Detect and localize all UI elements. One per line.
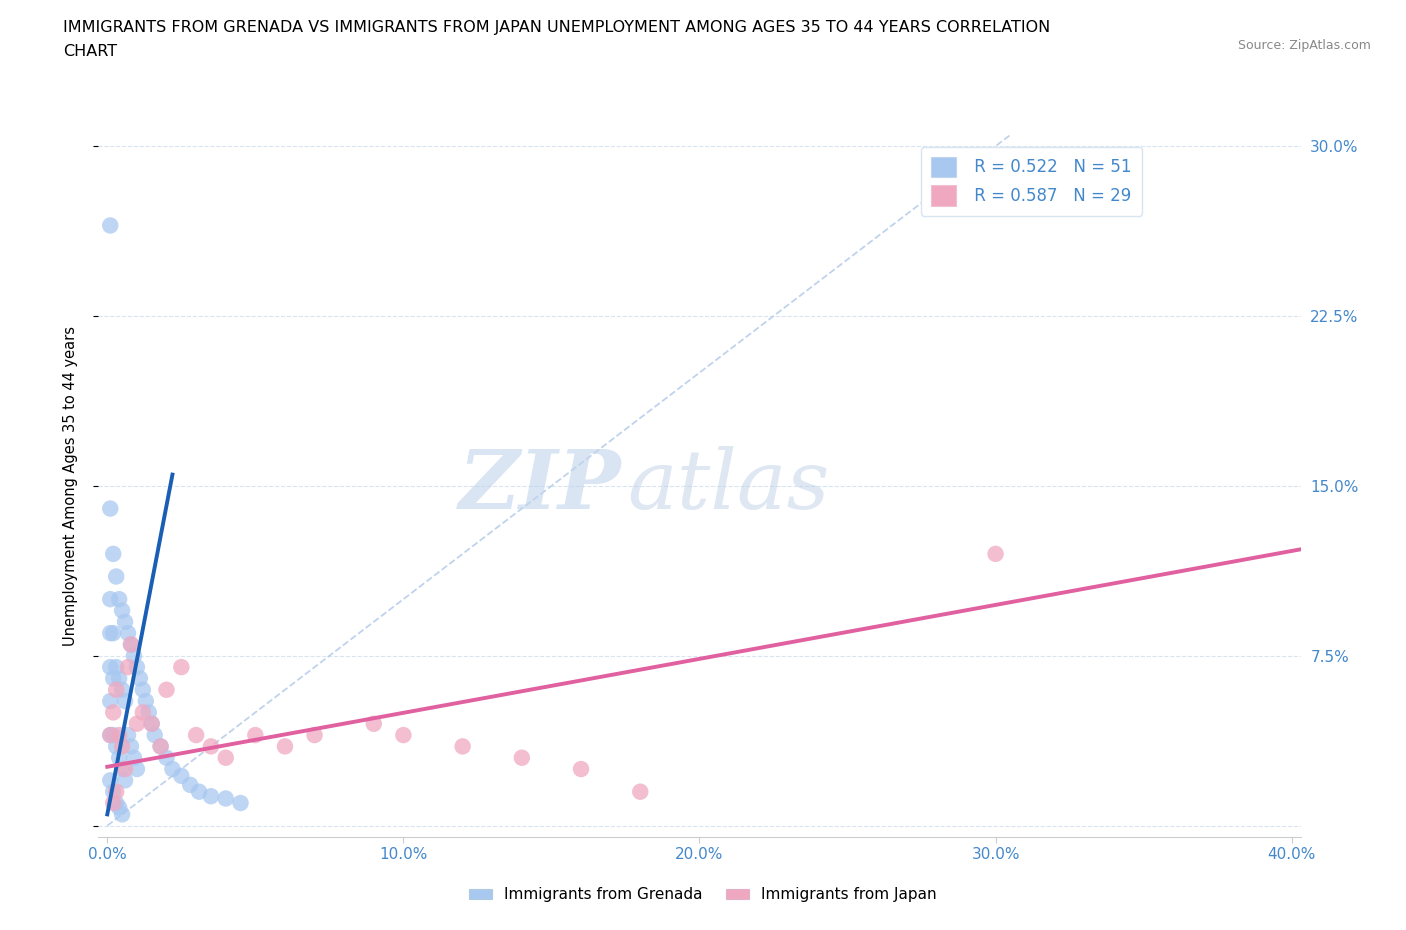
Point (628, 784, 651, 799)
Point (98, 659, 121, 674)
Point (117, 659, 139, 674)
Point (138, 705, 160, 720)
Point (98, 694, 121, 709)
Text: Source: ZipAtlas.com: Source: ZipAtlas.com (1237, 39, 1371, 52)
Text: CHART: CHART (63, 44, 117, 59)
Point (108, 727, 131, 742)
Point (111, 603, 134, 618)
Point (143, 727, 166, 742)
Point (155, 751, 177, 765)
Point (363, 716, 385, 731)
Point (103, 671, 125, 686)
Point (98, 218, 121, 232)
Point (132, 705, 155, 720)
Text: IMMIGRANTS FROM GRENADA VS IMMIGRANTS FROM JAPAN UNEMPLOYMENT AMONG AGES 35 TO 4: IMMIGRANTS FROM GRENADA VS IMMIGRANTS FR… (63, 20, 1050, 35)
Point (98, 727, 121, 742)
Point (128, 671, 150, 686)
Point (105, 739, 128, 754)
Point (304, 727, 326, 742)
Point (108, 800, 131, 815)
Point (135, 694, 157, 709)
Point (105, 659, 128, 674)
Point (122, 751, 145, 765)
Point (188, 784, 211, 799)
Point (141, 716, 163, 731)
Point (103, 795, 125, 810)
Point (103, 784, 125, 799)
Point (111, 762, 134, 777)
Point (114, 762, 136, 777)
Point (132, 683, 155, 698)
Point (120, 637, 142, 652)
Point (392, 727, 415, 742)
Y-axis label: Unemployment Among Ages 35 to 44 years: Unemployment Among Ages 35 to 44 years (63, 326, 77, 646)
Point (114, 773, 136, 788)
Point (184, 727, 207, 742)
Point (274, 739, 297, 754)
Legend: Immigrants from Grenada, Immigrants from Japan: Immigrants from Grenada, Immigrants from… (463, 882, 943, 909)
Point (98, 626, 121, 641)
Point (98, 727, 121, 742)
Point (215, 751, 238, 765)
Point (215, 791, 238, 806)
Point (103, 547, 125, 562)
Point (98, 591, 121, 606)
Point (117, 626, 139, 641)
Point (200, 739, 222, 754)
Point (510, 751, 533, 765)
Point (108, 751, 131, 765)
Point (98, 501, 121, 516)
Point (984, 547, 1007, 562)
Point (179, 777, 201, 792)
Point (229, 795, 252, 810)
Point (111, 807, 134, 822)
Text: ZIP: ZIP (458, 445, 621, 526)
Point (141, 716, 163, 731)
Point (155, 683, 177, 698)
Point (125, 659, 148, 674)
Point (108, 671, 131, 686)
Point (149, 739, 172, 754)
Point (125, 762, 148, 777)
Point (200, 789, 222, 804)
Point (103, 626, 125, 641)
Text: atlas: atlas (627, 445, 830, 526)
Point (114, 615, 136, 630)
Point (103, 727, 125, 742)
Point (149, 739, 172, 754)
Point (451, 739, 474, 754)
Point (103, 705, 125, 720)
Point (170, 768, 193, 783)
Point (170, 659, 193, 674)
Point (111, 683, 134, 698)
Point (125, 716, 148, 731)
Point (120, 739, 142, 754)
Legend:  R = 0.522   N = 51,  R = 0.587   N = 29: R = 0.522 N = 51, R = 0.587 N = 29 (921, 147, 1142, 216)
Point (117, 727, 139, 742)
Point (122, 648, 145, 663)
Point (114, 694, 136, 709)
Point (105, 795, 128, 810)
Point (105, 569, 128, 584)
Point (111, 739, 134, 754)
Point (105, 683, 128, 698)
Point (245, 727, 267, 742)
Point (108, 591, 131, 606)
Point (98, 773, 121, 788)
Point (120, 637, 142, 652)
Point (105, 784, 128, 799)
Point (569, 762, 592, 777)
Point (162, 762, 184, 777)
